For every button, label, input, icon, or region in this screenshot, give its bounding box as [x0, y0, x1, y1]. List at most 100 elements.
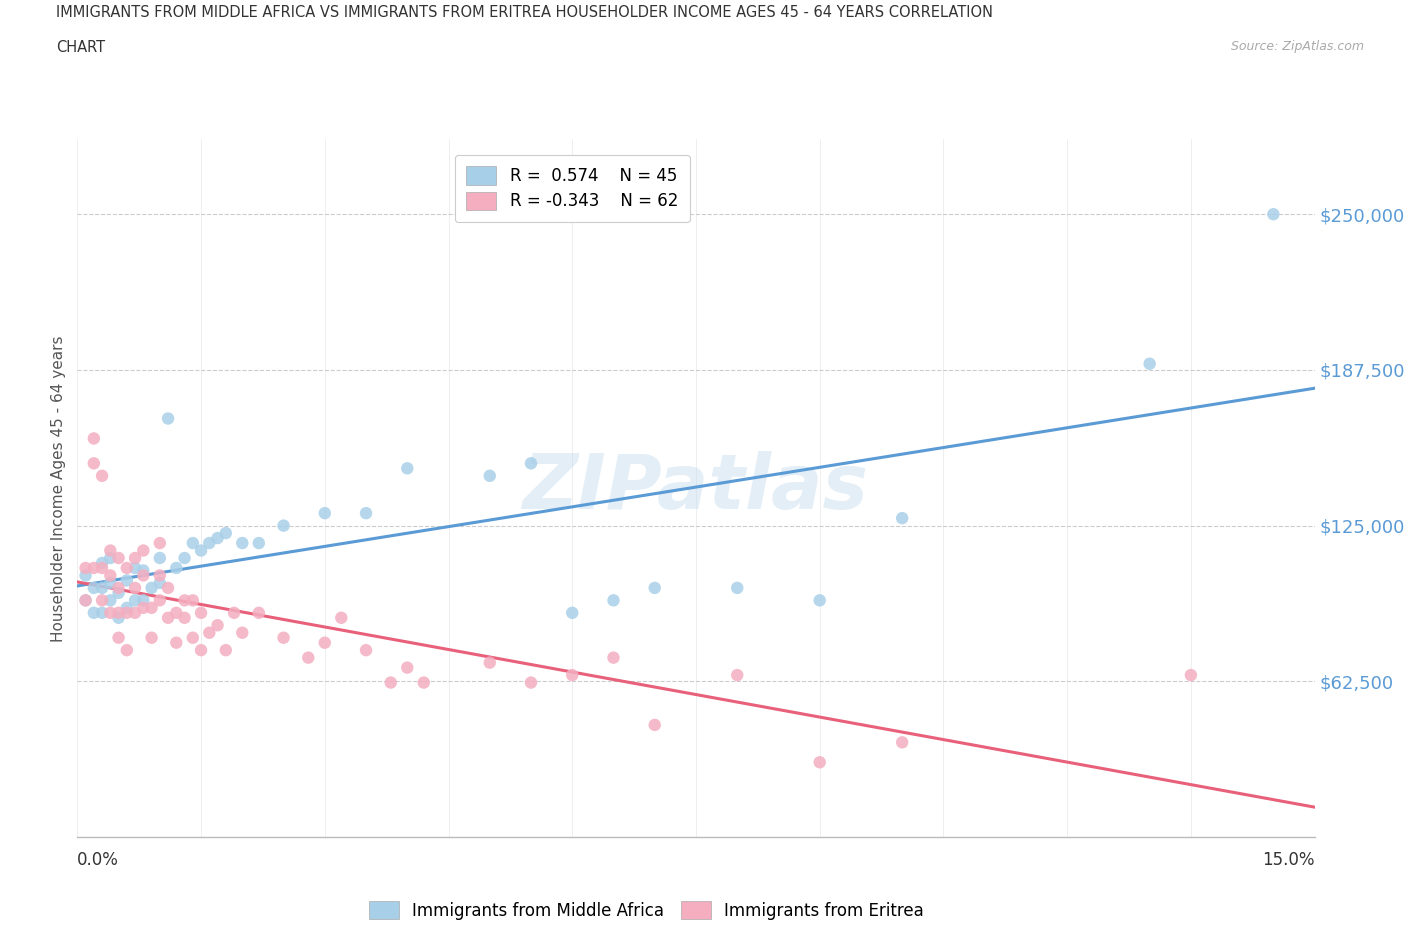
- Point: [330, 610, 353, 625]
- Point: [115, 643, 138, 658]
- Point: [190, 605, 212, 620]
- Point: [891, 511, 914, 525]
- Point: [190, 643, 212, 658]
- Point: [115, 601, 138, 616]
- Point: [98, 551, 121, 565]
- Point: [149, 551, 172, 565]
- Point: [644, 580, 666, 595]
- Text: 15.0%: 15.0%: [1263, 851, 1315, 869]
- Point: [198, 625, 221, 640]
- Point: [190, 543, 212, 558]
- Point: [173, 610, 195, 625]
- Point: [91, 561, 114, 576]
- Point: [83, 456, 105, 471]
- Point: [412, 675, 434, 690]
- Point: [132, 568, 155, 583]
- Point: [314, 506, 336, 521]
- Point: [107, 605, 129, 620]
- Point: [107, 610, 129, 625]
- Point: [181, 593, 204, 608]
- Point: [207, 618, 229, 632]
- Point: [396, 660, 419, 675]
- Point: [75, 593, 97, 608]
- Point: [83, 431, 105, 445]
- Point: [124, 593, 146, 608]
- Point: [115, 561, 138, 576]
- Point: [380, 675, 402, 690]
- Point: [273, 631, 295, 645]
- Point: [644, 717, 666, 732]
- Point: [124, 551, 146, 565]
- Point: [1263, 206, 1285, 221]
- Point: [808, 593, 831, 608]
- Text: CHART: CHART: [56, 40, 105, 55]
- Point: [141, 601, 163, 616]
- Point: [198, 536, 221, 551]
- Point: [231, 625, 253, 640]
- Point: [107, 551, 129, 565]
- Point: [124, 580, 146, 595]
- Point: [247, 536, 270, 551]
- Point: [91, 555, 114, 570]
- Point: [149, 593, 172, 608]
- Point: [132, 593, 155, 608]
- Point: [165, 635, 187, 650]
- Point: [725, 580, 748, 595]
- Point: [1180, 668, 1202, 683]
- Point: [354, 506, 377, 521]
- Point: [602, 593, 624, 608]
- Point: [149, 568, 172, 583]
- Point: [98, 576, 121, 591]
- Point: [520, 675, 543, 690]
- Point: [478, 469, 501, 484]
- Point: [1139, 356, 1161, 371]
- Point: [602, 650, 624, 665]
- Point: [98, 605, 121, 620]
- Point: [231, 536, 253, 551]
- Point: [157, 580, 180, 595]
- Point: [215, 525, 238, 540]
- Text: ZIPatlas: ZIPatlas: [523, 451, 869, 525]
- Point: [141, 631, 163, 645]
- Point: [132, 543, 155, 558]
- Point: [181, 536, 204, 551]
- Point: [83, 605, 105, 620]
- Point: [91, 593, 114, 608]
- Point: [75, 561, 97, 576]
- Point: [83, 580, 105, 595]
- Point: [273, 518, 295, 533]
- Point: [98, 543, 121, 558]
- Point: [173, 593, 195, 608]
- Point: [107, 631, 129, 645]
- Point: [354, 643, 377, 658]
- Text: 0.0%: 0.0%: [77, 851, 120, 869]
- Point: [165, 561, 187, 576]
- Text: Source: ZipAtlas.com: Source: ZipAtlas.com: [1230, 40, 1364, 53]
- Point: [115, 573, 138, 588]
- Text: IMMIGRANTS FROM MIDDLE AFRICA VS IMMIGRANTS FROM ERITREA HOUSEHOLDER INCOME AGES: IMMIGRANTS FROM MIDDLE AFRICA VS IMMIGRA…: [56, 5, 993, 20]
- Point: [141, 580, 163, 595]
- Point: [173, 551, 195, 565]
- Point: [91, 469, 114, 484]
- Point: [561, 605, 583, 620]
- Point: [132, 601, 155, 616]
- Point: [124, 561, 146, 576]
- Point: [132, 563, 155, 578]
- Y-axis label: Householder Income Ages 45 - 64 years: Householder Income Ages 45 - 64 years: [51, 335, 66, 642]
- Point: [157, 411, 180, 426]
- Point: [808, 755, 831, 770]
- Point: [107, 580, 129, 595]
- Point: [149, 576, 172, 591]
- Point: [396, 461, 419, 476]
- Point: [91, 580, 114, 595]
- Point: [478, 655, 501, 670]
- Point: [149, 536, 172, 551]
- Point: [297, 650, 319, 665]
- Point: [247, 605, 270, 620]
- Point: [165, 605, 187, 620]
- Point: [124, 605, 146, 620]
- Point: [725, 668, 748, 683]
- Point: [181, 631, 204, 645]
- Point: [75, 568, 97, 583]
- Point: [520, 456, 543, 471]
